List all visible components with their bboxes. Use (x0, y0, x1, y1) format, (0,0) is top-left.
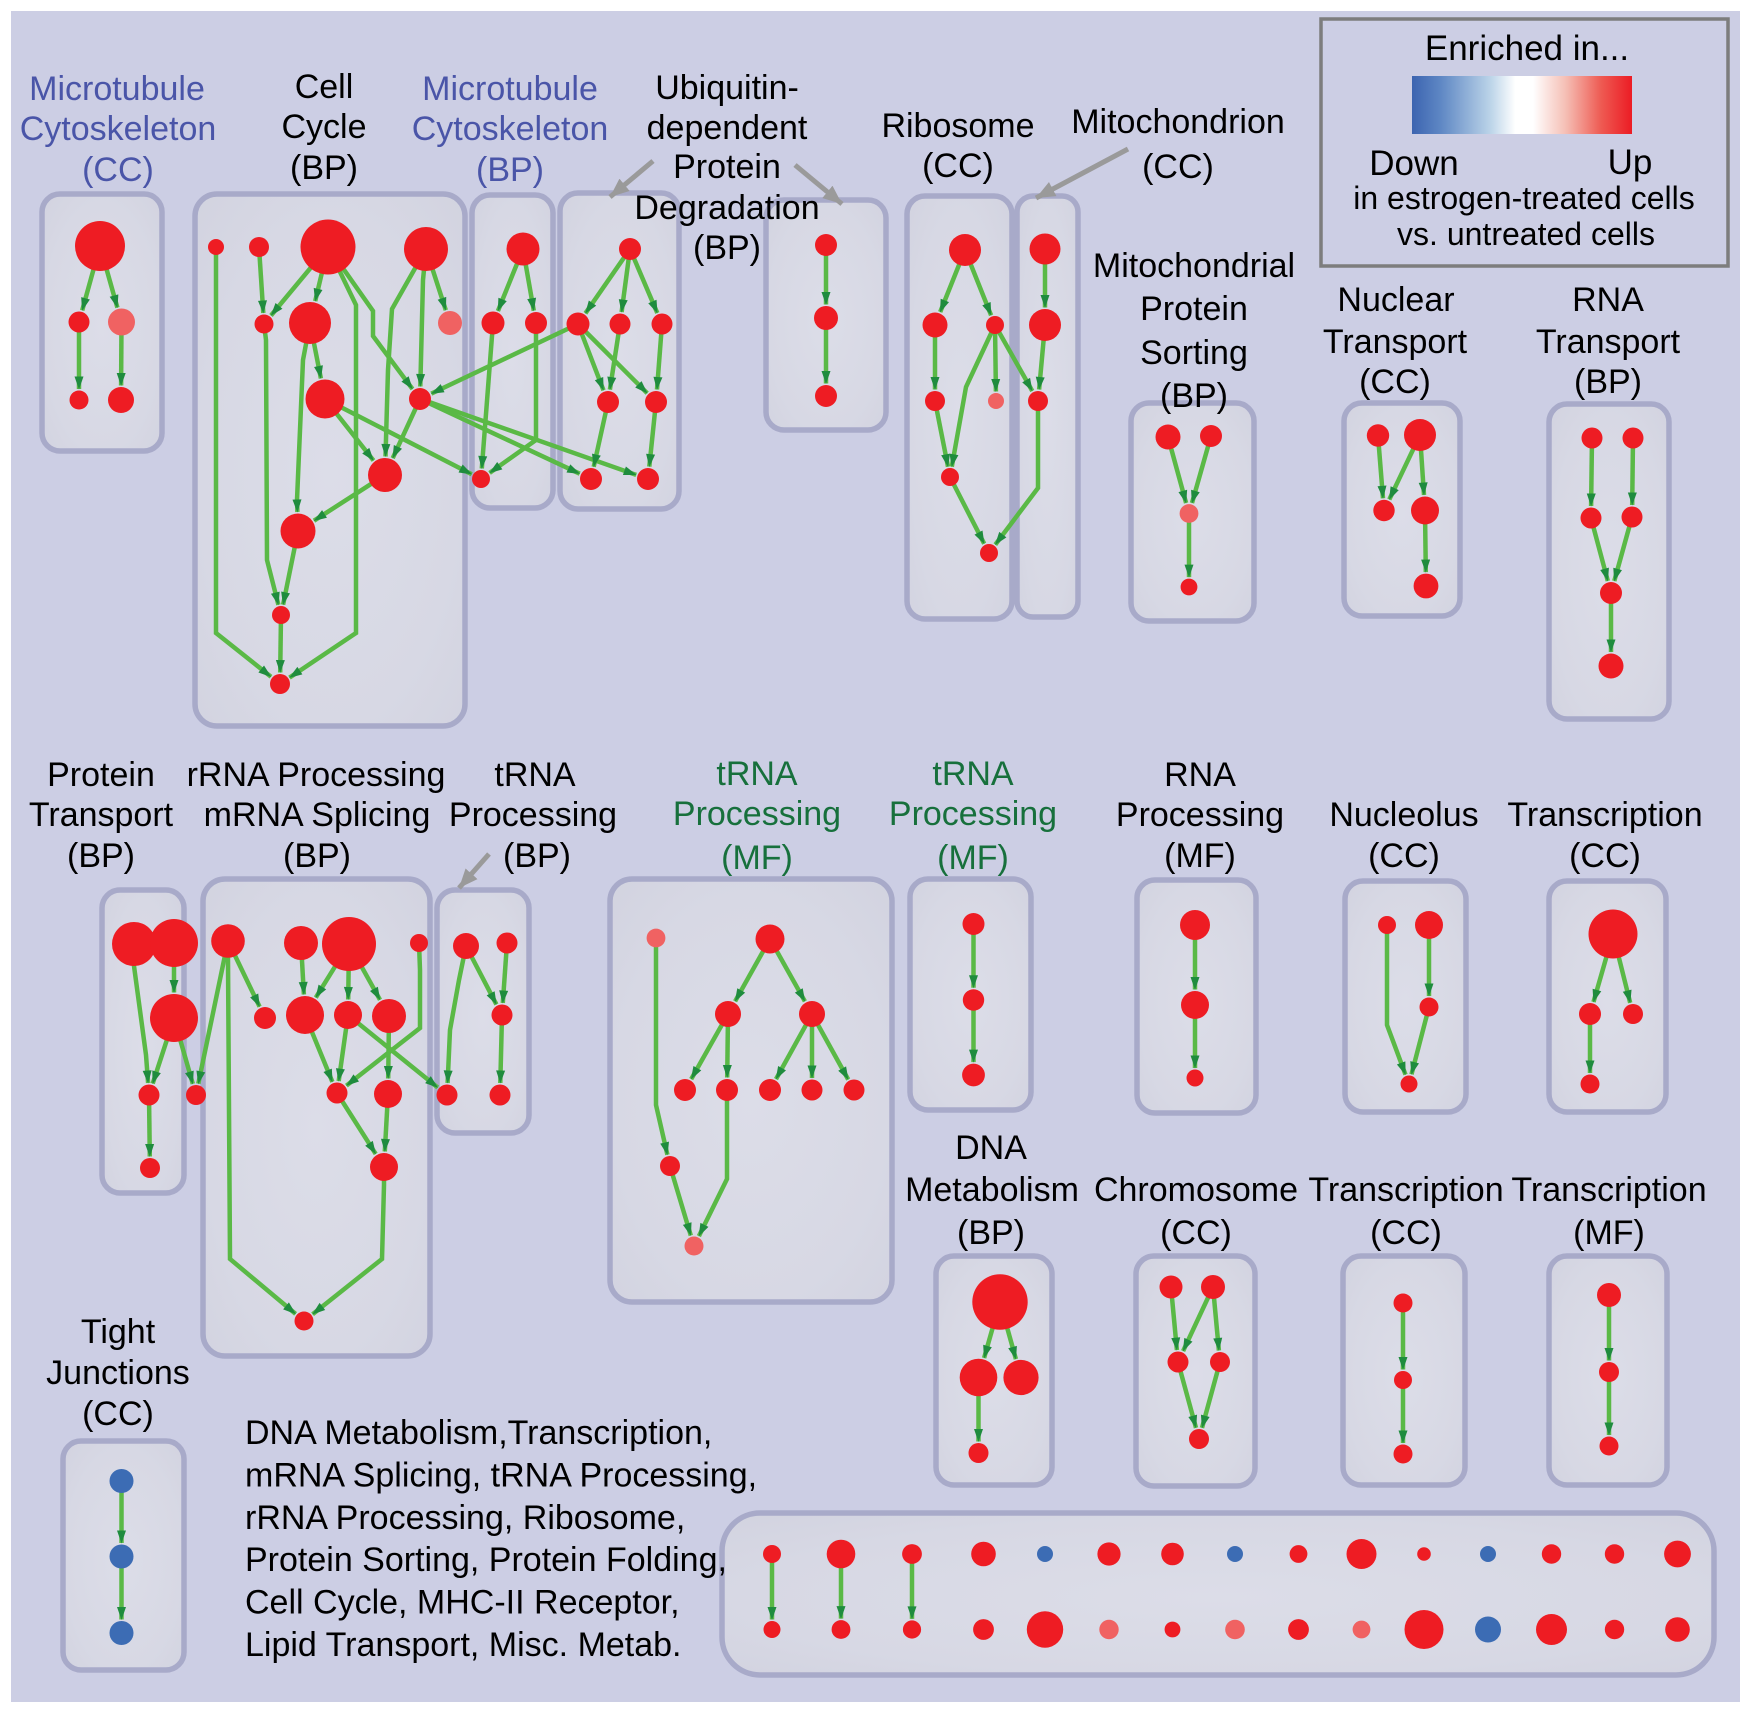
svg-text:tRNA: tRNA (494, 756, 576, 794)
svg-text:(BP): (BP) (1160, 377, 1228, 415)
svg-text:(BP): (BP) (476, 151, 544, 189)
svg-text:RNA: RNA (1164, 756, 1236, 794)
svg-text:Transport: Transport (1536, 323, 1681, 361)
svg-text:Transport: Transport (29, 796, 174, 834)
svg-text:(BP): (BP) (957, 1214, 1025, 1252)
svg-text:(MF): (MF) (937, 839, 1009, 877)
svg-text:(CC): (CC) (1359, 363, 1431, 401)
svg-text:Processing: Processing (673, 795, 841, 833)
svg-text:Degradation: Degradation (634, 189, 819, 227)
svg-text:Lipid Transport, Misc. Metab.: Lipid Transport, Misc. Metab. (245, 1626, 682, 1664)
svg-text:DNA Metabolism,Transcription,: DNA Metabolism,Transcription, (245, 1414, 712, 1452)
svg-text:Enriched in...: Enriched in... (1425, 29, 1629, 68)
svg-text:Sorting: Sorting (1140, 334, 1248, 372)
svg-text:(CC): (CC) (1569, 837, 1641, 875)
svg-text:Down: Down (1369, 144, 1458, 183)
svg-text:Cell: Cell (295, 68, 354, 106)
svg-text:Mitochondrion: Mitochondrion (1071, 103, 1285, 141)
svg-text:Microtubule: Microtubule (422, 70, 598, 108)
svg-text:Transport: Transport (1323, 323, 1468, 361)
svg-text:Transcription: Transcription (1507, 796, 1702, 834)
svg-text:Processing: Processing (889, 795, 1057, 833)
svg-text:tRNA: tRNA (932, 755, 1014, 793)
svg-text:(CC): (CC) (922, 147, 994, 185)
svg-text:rRNA Processing, Ribosome,: rRNA Processing, Ribosome, (245, 1499, 685, 1537)
svg-text:(CC): (CC) (1370, 1214, 1442, 1252)
svg-text:Junctions: Junctions (46, 1354, 190, 1392)
svg-text:tRNA: tRNA (716, 755, 798, 793)
svg-text:(BP): (BP) (503, 837, 571, 875)
svg-text:RNA: RNA (1572, 281, 1644, 319)
svg-text:DNA: DNA (955, 1129, 1027, 1167)
svg-text:(MF): (MF) (1164, 837, 1236, 875)
svg-text:(MF): (MF) (1573, 1214, 1645, 1252)
svg-text:Cytoskeleton: Cytoskeleton (20, 110, 217, 148)
svg-text:Processing: Processing (1116, 796, 1284, 834)
svg-text:(BP): (BP) (290, 149, 358, 187)
svg-text:(BP): (BP) (693, 229, 761, 267)
svg-text:Nucleolus: Nucleolus (1329, 796, 1478, 834)
svg-text:(CC): (CC) (1160, 1214, 1232, 1252)
svg-text:mRNA Splicing, tRNA Processing: mRNA Splicing, tRNA Processing, (245, 1456, 757, 1494)
svg-text:Protein Sorting, Protein Foldi: Protein Sorting, Protein Folding, (245, 1541, 727, 1579)
svg-text:Processing: Processing (449, 796, 617, 834)
svg-text:mRNA Splicing: mRNA Splicing (204, 796, 431, 834)
svg-text:(CC): (CC) (1142, 148, 1214, 186)
svg-text:Tight: Tight (81, 1313, 156, 1351)
svg-text:Protein: Protein (1140, 290, 1248, 328)
svg-text:in estrogen-treated cells: in estrogen-treated cells (1353, 180, 1695, 216)
svg-text:Cell Cycle, MHC-II Receptor,: Cell Cycle, MHC-II Receptor, (245, 1584, 680, 1622)
svg-text:(CC): (CC) (82, 1395, 154, 1433)
svg-text:Protein: Protein (47, 756, 155, 794)
svg-text:dependent: dependent (647, 109, 808, 147)
svg-text:Ribosome: Ribosome (881, 107, 1034, 145)
svg-text:(BP): (BP) (67, 837, 135, 875)
svg-text:(CC): (CC) (82, 151, 154, 189)
svg-text:Microtubule: Microtubule (29, 70, 205, 108)
svg-text:Nuclear: Nuclear (1337, 281, 1454, 319)
svg-text:Metabolism: Metabolism (905, 1171, 1079, 1209)
svg-text:Protein: Protein (673, 148, 781, 186)
svg-text:(MF): (MF) (721, 839, 793, 877)
svg-text:vs. untreated cells: vs. untreated cells (1397, 216, 1655, 252)
svg-text:Chromosome: Chromosome (1094, 1171, 1298, 1209)
svg-text:Up: Up (1608, 143, 1653, 182)
svg-text:Cycle: Cycle (281, 108, 366, 146)
svg-text:(BP): (BP) (1574, 363, 1642, 401)
svg-text:(CC): (CC) (1368, 837, 1440, 875)
svg-text:rRNA Processing: rRNA Processing (187, 756, 446, 794)
svg-text:Ubiquitin-: Ubiquitin- (655, 69, 799, 107)
svg-text:Cytoskeleton: Cytoskeleton (412, 110, 609, 148)
svg-text:Transcription: Transcription (1511, 1171, 1706, 1209)
svg-text:Transcription: Transcription (1308, 1171, 1503, 1209)
svg-text:(BP): (BP) (283, 837, 351, 875)
svg-text:Mitochondrial: Mitochondrial (1093, 247, 1295, 285)
